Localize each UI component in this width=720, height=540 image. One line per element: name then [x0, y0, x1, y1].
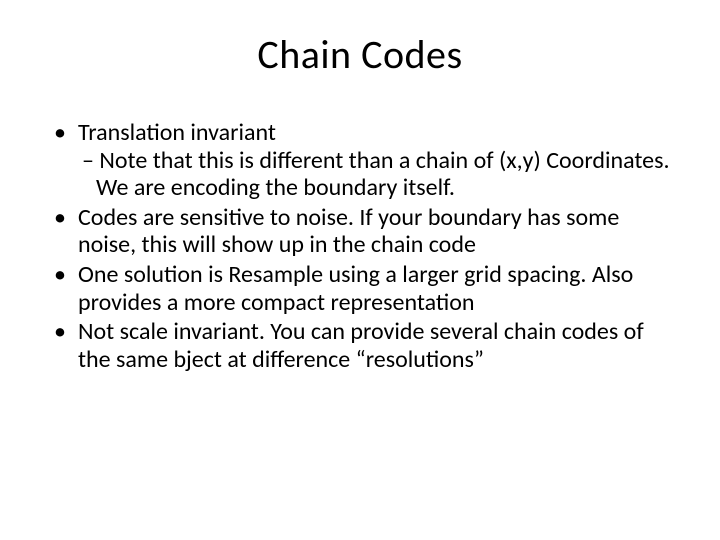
sub-bullet-text: Note that this is different than a chain… [78, 147, 680, 202]
bullet-text: Codes are sensitive to noise. If your bo… [78, 203, 619, 260]
list-item: Not scale invariant. You can provide sev… [50, 318, 680, 373]
slide-title: Chain Codes [40, 30, 680, 79]
bullet-list: Translation invariant Note that this is … [50, 119, 680, 373]
bullet-text: Not scale invariant. You can provide sev… [78, 317, 644, 374]
bullet-text: Translation invariant [78, 118, 276, 147]
bullet-text: One solution is Resample using a larger … [78, 260, 633, 317]
list-item: Codes are sensitive to noise. If your bo… [50, 204, 680, 259]
list-item: Translation invariant Note that this is … [50, 119, 680, 202]
slide: Chain Codes Translation invariant Note t… [0, 0, 720, 540]
list-item: One solution is Resample using a larger … [50, 261, 680, 316]
